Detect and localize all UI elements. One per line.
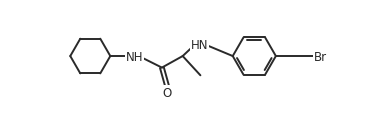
Text: Br: Br <box>314 50 327 63</box>
Text: NH: NH <box>126 50 143 63</box>
Text: HN: HN <box>191 39 208 52</box>
Text: O: O <box>163 86 172 99</box>
